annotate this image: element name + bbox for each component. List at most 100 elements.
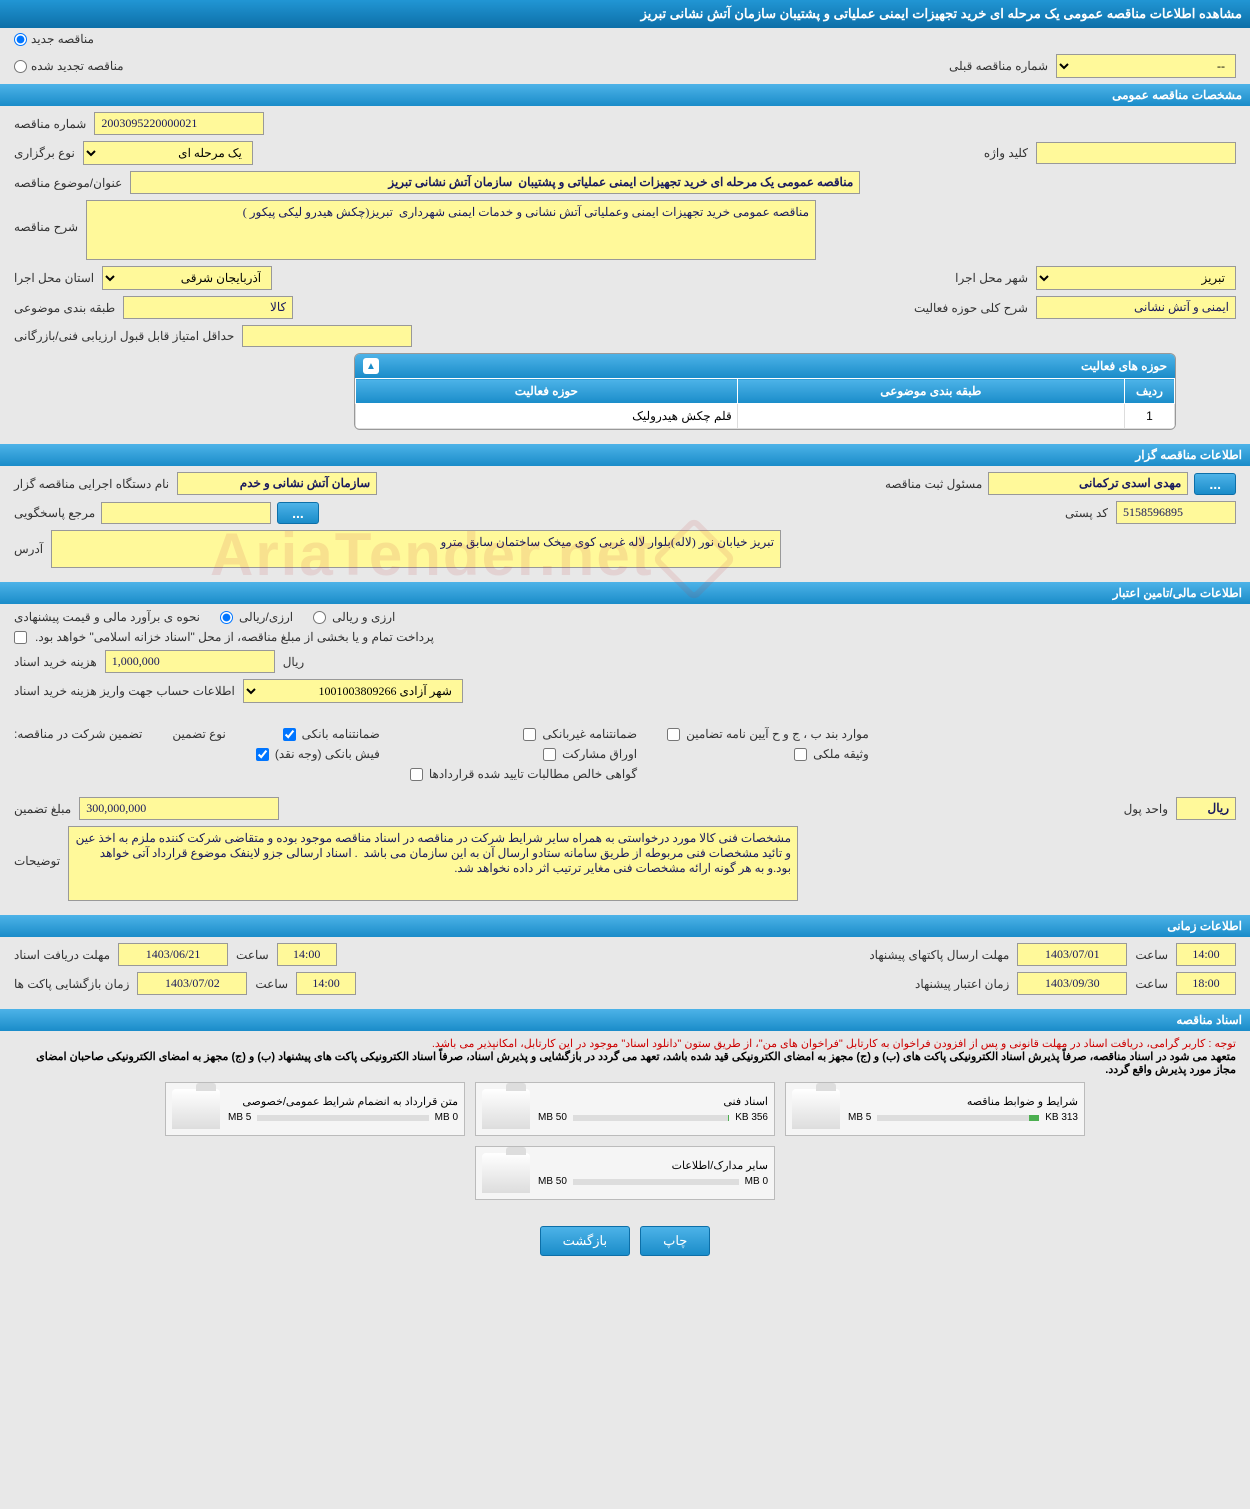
notes-field[interactable] <box>68 826 798 901</box>
notes-label: توضیحات <box>14 826 60 868</box>
folder-icon <box>482 1089 530 1129</box>
account-label: اطلاعات حساب جهت واریز هزینه خرید اسناد <box>14 684 235 698</box>
receive-date-field[interactable] <box>118 943 228 966</box>
opt-fx-label: ارزی و ریالی <box>332 610 395 624</box>
hold-type-select[interactable]: یک مرحله ای <box>83 141 253 165</box>
contact-field[interactable] <box>101 502 271 524</box>
prev-tender-select[interactable]: -- <box>1056 54 1236 78</box>
radio-new[interactable] <box>14 33 27 46</box>
time3-field[interactable] <box>296 972 356 995</box>
section-organizer: اطلاعات مناقصه گزار <box>0 444 1250 466</box>
address-field[interactable] <box>51 530 781 568</box>
city-label: شهر محل اجرا <box>955 271 1028 285</box>
g-net-chk[interactable] <box>410 768 423 781</box>
doc-box[interactable]: سایر مدارک/اطلاعات 0 MB 50 MB <box>475 1146 775 1200</box>
col-activity: حوزه فعالیت <box>356 379 738 404</box>
hour-label-2: ساعت <box>1135 948 1168 962</box>
time1-field[interactable] <box>277 943 337 966</box>
activity-scope-field[interactable] <box>1036 296 1236 319</box>
radio-renewed-label: مناقصه تجدید شده <box>31 59 124 73</box>
guarantee-type-label: نوع تضمین <box>172 727 225 741</box>
validity-label: زمان اعتبار پیشنهاد <box>915 977 1009 991</box>
g-property-chk[interactable] <box>794 748 807 761</box>
section-timing: اطلاعات زمانی <box>0 915 1250 937</box>
prev-tender-label: شماره مناقصه قبلی <box>949 59 1048 73</box>
guarantee-label: تضمین شرکت در مناقصه: <box>14 727 142 741</box>
min-score-label: حداقل امتیاز قابل قبول ارزیابی فنی/بازرگ… <box>14 329 234 343</box>
est-method-label: نحوه ی برآورد مالی و قیمت پیشنهادی <box>14 610 200 624</box>
rial-label-1: ریال <box>283 655 305 669</box>
collapse-icon[interactable]: ▲ <box>363 358 379 374</box>
postal-label: کد پستی <box>1065 506 1108 520</box>
city-select[interactable]: تبریز <box>1036 266 1236 290</box>
submit-date-field[interactable] <box>1017 943 1127 966</box>
submit-deadline-label: مهلت ارسال پاکتهای پیشنهاد <box>869 948 1009 962</box>
hold-type-label: نوع برگزاری <box>14 146 75 160</box>
payment-note: پرداخت تمام و یا بخشی از مبلغ مناقصه، از… <box>35 630 434 644</box>
tender-no-label: شماره مناقصه <box>14 117 86 131</box>
doc-box[interactable]: متن قرارداد به انضمام شرایط عمومی/خصوصی … <box>165 1082 465 1136</box>
category-field[interactable] <box>123 296 293 319</box>
desc-label: شرح مناقصه <box>14 200 78 234</box>
officer-lookup-button[interactable]: ... <box>1194 473 1236 495</box>
table-row: 1قلم چکش هیدرولیک <box>356 404 1175 429</box>
org-name-label: نام دستگاه اجرایی مناقصه گزار <box>14 477 169 491</box>
g-securities-label: اوراق مشارکت <box>562 747 637 761</box>
contact-lookup-button[interactable]: ... <box>277 502 319 524</box>
folder-icon <box>792 1089 840 1129</box>
g-bank-chk[interactable] <box>283 728 296 741</box>
print-button[interactable]: چاپ <box>640 1226 710 1256</box>
min-score-field[interactable] <box>242 325 412 347</box>
hour-label-3: ساعت <box>255 977 288 991</box>
reg-officer-field[interactable] <box>988 472 1188 495</box>
col-category: طبقه بندی موضوعی <box>737 379 1124 404</box>
postal-field[interactable] <box>1116 501 1236 524</box>
activity-panel: حوزه های فعالیت ▲ ردیف طبقه بندی موضوعی … <box>354 353 1176 430</box>
guarantee-amt-field[interactable] <box>79 797 279 820</box>
open-time-label: زمان بازگشایی پاکت ها <box>14 977 129 991</box>
open-date-field[interactable] <box>137 972 247 995</box>
radio-renewed[interactable] <box>14 60 27 73</box>
tender-no-field[interactable] <box>94 112 264 135</box>
opt-fx-radio[interactable] <box>313 611 326 624</box>
doc-cost-label: هزینه خرید اسناد <box>14 655 97 669</box>
activity-scope-label: شرح کلی حوزه فعالیت <box>914 301 1028 315</box>
province-select[interactable]: آذربایجان شرقی <box>102 266 272 290</box>
province-label: استان محل اجرا <box>14 271 94 285</box>
subject-label: عنوان/موضوع مناقصه <box>14 176 122 190</box>
g-cases-chk[interactable] <box>667 728 680 741</box>
opt-rial-radio[interactable] <box>220 611 233 624</box>
g-nonbank-label: ضمانتنامه غیربانکی <box>542 727 637 741</box>
g-cash-chk[interactable] <box>256 748 269 761</box>
account-select[interactable]: شهر آزادی 1001003809266 <box>243 679 463 703</box>
activity-panel-title: حوزه های فعالیت <box>1081 359 1167 373</box>
receive-deadline-label: مهلت دریافت اسناد <box>14 948 110 962</box>
g-cash-label: فیش بانکی (وجه نقد) <box>275 747 380 761</box>
section-docs: اسناد مناقصه <box>0 1009 1250 1031</box>
desc-field[interactable] <box>86 200 816 260</box>
keyword-field[interactable] <box>1036 142 1236 164</box>
folder-icon <box>172 1089 220 1129</box>
doc-box[interactable]: اسناد فنی 356 KB 50 MB <box>475 1082 775 1136</box>
payment-checkbox[interactable] <box>14 631 27 644</box>
doc-box[interactable]: شرایط و ضوابط مناقصه 313 KB 5 MB <box>785 1082 1085 1136</box>
g-property-label: وثیقه ملکی <box>813 747 869 761</box>
hour-label-1: ساعت <box>236 948 269 962</box>
address-label: آدرس <box>14 542 43 556</box>
hour-label-4: ساعت <box>1135 977 1168 991</box>
doc-cost-field[interactable] <box>105 650 275 673</box>
g-nonbank-chk[interactable] <box>523 728 536 741</box>
subject-field[interactable] <box>130 171 860 194</box>
g-cases-label: موارد بند ب ، ج و ح آیین نامه تضامین <box>686 727 869 741</box>
currency-field[interactable] <box>1176 797 1236 820</box>
back-button[interactable]: بازگشت <box>540 1226 630 1256</box>
g-securities-chk[interactable] <box>543 748 556 761</box>
org-name-field[interactable] <box>177 472 377 495</box>
time2-field[interactable] <box>1176 943 1236 966</box>
page-title: مشاهده اطلاعات مناقصه عمومی یک مرحله ای … <box>0 0 1250 28</box>
time4-field[interactable] <box>1176 972 1236 995</box>
section-general: مشخصات مناقصه عمومی <box>0 84 1250 106</box>
validity-date-field[interactable] <box>1017 972 1127 995</box>
category-label: طبقه بندی موضوعی <box>14 301 115 315</box>
opt-rial-label: ارزی/ریالی <box>239 610 293 624</box>
